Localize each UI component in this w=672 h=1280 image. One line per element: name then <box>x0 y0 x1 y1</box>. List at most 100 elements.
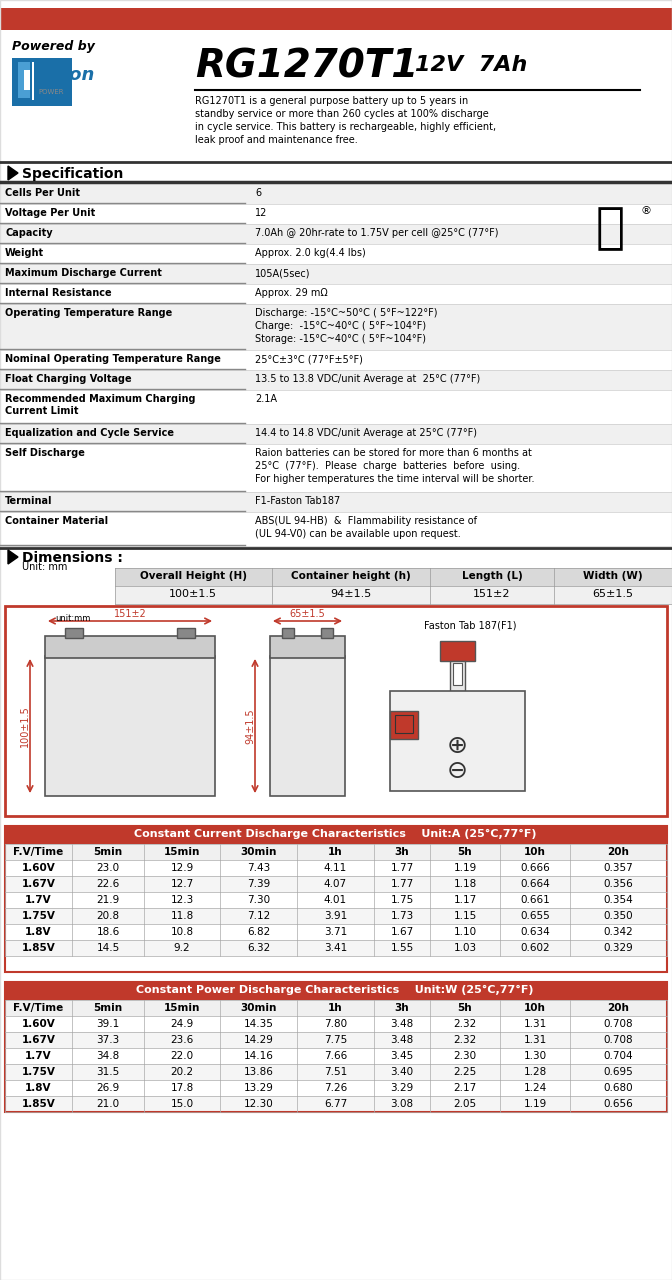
Bar <box>5 982 667 1000</box>
Text: 23.0: 23.0 <box>97 863 120 873</box>
Text: 30min: 30min <box>241 847 277 858</box>
Text: 5min: 5min <box>93 1004 122 1012</box>
Text: Recommended Maximum Charging: Recommended Maximum Charging <box>5 394 196 404</box>
Text: 7.51: 7.51 <box>324 1068 347 1076</box>
Text: 6.32: 6.32 <box>247 943 270 954</box>
Text: 12.7: 12.7 <box>171 879 194 890</box>
Text: 0.708: 0.708 <box>603 1036 633 1044</box>
Text: 1.17: 1.17 <box>454 895 476 905</box>
Text: 12V  7Ah: 12V 7Ah <box>415 55 528 76</box>
Bar <box>5 1000 667 1016</box>
Text: 0.634: 0.634 <box>520 927 550 937</box>
Text: 1.19: 1.19 <box>454 863 476 873</box>
Bar <box>5 1080 667 1096</box>
Text: Dimensions :: Dimensions : <box>22 550 123 564</box>
Text: 25°C  (77°F).  Please  charge  batteries  before  using.: 25°C (77°F). Please charge batteries bef… <box>255 461 520 471</box>
Polygon shape <box>8 550 18 564</box>
Text: Container height (h): Container height (h) <box>291 571 411 581</box>
Bar <box>5 892 667 908</box>
Bar <box>5 1064 667 1080</box>
Text: 14.16: 14.16 <box>243 1051 274 1061</box>
Text: 26.9: 26.9 <box>96 1083 120 1093</box>
Text: 1.10: 1.10 <box>454 927 476 937</box>
Bar <box>390 691 525 791</box>
Text: ⓜ: ⓜ <box>595 204 624 252</box>
Text: 2.32: 2.32 <box>454 1019 476 1029</box>
Text: 0.656: 0.656 <box>603 1100 634 1108</box>
Text: Specification: Specification <box>22 166 124 180</box>
Text: Raion: Raion <box>38 67 95 84</box>
Text: 3.08: 3.08 <box>390 1100 413 1108</box>
Bar <box>0 224 672 244</box>
Text: 3.48: 3.48 <box>390 1019 414 1029</box>
Text: Voltage Per Unit: Voltage Per Unit <box>5 207 95 218</box>
Bar <box>5 1096 667 1112</box>
Text: 1.30: 1.30 <box>523 1051 546 1061</box>
Bar <box>395 716 413 733</box>
Text: Constant Power Discharge Characteristics    Unit:W (25°C,77°F): Constant Power Discharge Characteristics… <box>136 986 534 995</box>
Text: 37.3: 37.3 <box>96 1036 120 1044</box>
Text: ®: ® <box>640 206 651 216</box>
Text: in cycle service. This battery is rechargeable, highly efficient,: in cycle service. This battery is rechar… <box>195 122 496 132</box>
Text: 4.07: 4.07 <box>324 879 347 890</box>
Text: 1.85V: 1.85V <box>22 1100 55 1108</box>
Bar <box>45 636 215 658</box>
Text: Approx. 29 mΩ: Approx. 29 mΩ <box>255 288 328 298</box>
Text: RG1270T1: RG1270T1 <box>195 47 418 86</box>
Text: 1.24: 1.24 <box>523 1083 546 1093</box>
Bar <box>12 58 72 106</box>
Text: 15min: 15min <box>164 1004 200 1012</box>
Text: F1-Faston Tab187: F1-Faston Tab187 <box>255 495 340 506</box>
Bar <box>0 512 672 547</box>
Text: 1.28: 1.28 <box>523 1068 546 1076</box>
Text: Overall Height (H): Overall Height (H) <box>140 571 247 581</box>
Text: 12.3: 12.3 <box>171 895 194 905</box>
Text: 65±1.5: 65±1.5 <box>593 589 634 599</box>
Text: Current Limit: Current Limit <box>5 406 79 416</box>
Text: 22.0: 22.0 <box>171 1051 194 1061</box>
Text: 31.5: 31.5 <box>96 1068 120 1076</box>
Bar <box>5 1016 667 1032</box>
Text: Storage: -15°C~40°C ( 5°F~104°F): Storage: -15°C~40°C ( 5°F~104°F) <box>255 334 426 344</box>
Text: 100±1.5: 100±1.5 <box>20 705 30 746</box>
Text: 0.704: 0.704 <box>603 1051 633 1061</box>
Text: leak proof and maintenance free.: leak proof and maintenance free. <box>195 134 358 145</box>
Bar <box>5 908 667 924</box>
Text: Raion batteries can be stored for more than 6 months at: Raion batteries can be stored for more t… <box>255 448 532 458</box>
Text: POWER: POWER <box>38 90 63 95</box>
Text: 1.31: 1.31 <box>523 1036 546 1044</box>
Text: Constant Current Discharge Characteristics    Unit:A (25°C,77°F): Constant Current Discharge Characteristi… <box>134 829 536 840</box>
Text: 2.05: 2.05 <box>454 1100 476 1108</box>
Text: 7.75: 7.75 <box>324 1036 347 1044</box>
Text: Powered by: Powered by <box>12 40 95 52</box>
Text: 3.71: 3.71 <box>324 927 347 937</box>
Text: Discharge: -15°C~50°C ( 5°F~122°F): Discharge: -15°C~50°C ( 5°F~122°F) <box>255 308 437 317</box>
Text: 0.342: 0.342 <box>603 927 634 937</box>
Bar <box>450 660 465 691</box>
Bar <box>5 860 667 876</box>
Text: 10h: 10h <box>524 847 546 858</box>
Text: Container Material: Container Material <box>5 516 108 526</box>
Text: 0.350: 0.350 <box>603 911 633 922</box>
Bar <box>0 303 672 349</box>
Bar <box>5 826 667 972</box>
Bar <box>0 284 672 303</box>
Text: 7.43: 7.43 <box>247 863 270 873</box>
Text: 6: 6 <box>255 188 261 198</box>
Text: 3.40: 3.40 <box>390 1068 413 1076</box>
Text: 0.354: 0.354 <box>603 895 634 905</box>
Text: 15.0: 15.0 <box>171 1100 194 1108</box>
Text: 6.82: 6.82 <box>247 927 270 937</box>
Text: 14.5: 14.5 <box>96 943 120 954</box>
Text: 4.01: 4.01 <box>324 895 347 905</box>
Text: 2.30: 2.30 <box>454 1051 476 1061</box>
Bar <box>18 61 30 99</box>
Text: Terminal: Terminal <box>5 495 52 506</box>
Text: 5h: 5h <box>458 1004 472 1012</box>
Text: Self Discharge: Self Discharge <box>5 448 85 458</box>
Bar <box>5 876 667 892</box>
Text: F.V/Time: F.V/Time <box>13 1004 64 1012</box>
Text: 1.8V: 1.8V <box>26 1083 52 1093</box>
Text: 22.6: 22.6 <box>96 879 120 890</box>
Text: 21.9: 21.9 <box>96 895 120 905</box>
